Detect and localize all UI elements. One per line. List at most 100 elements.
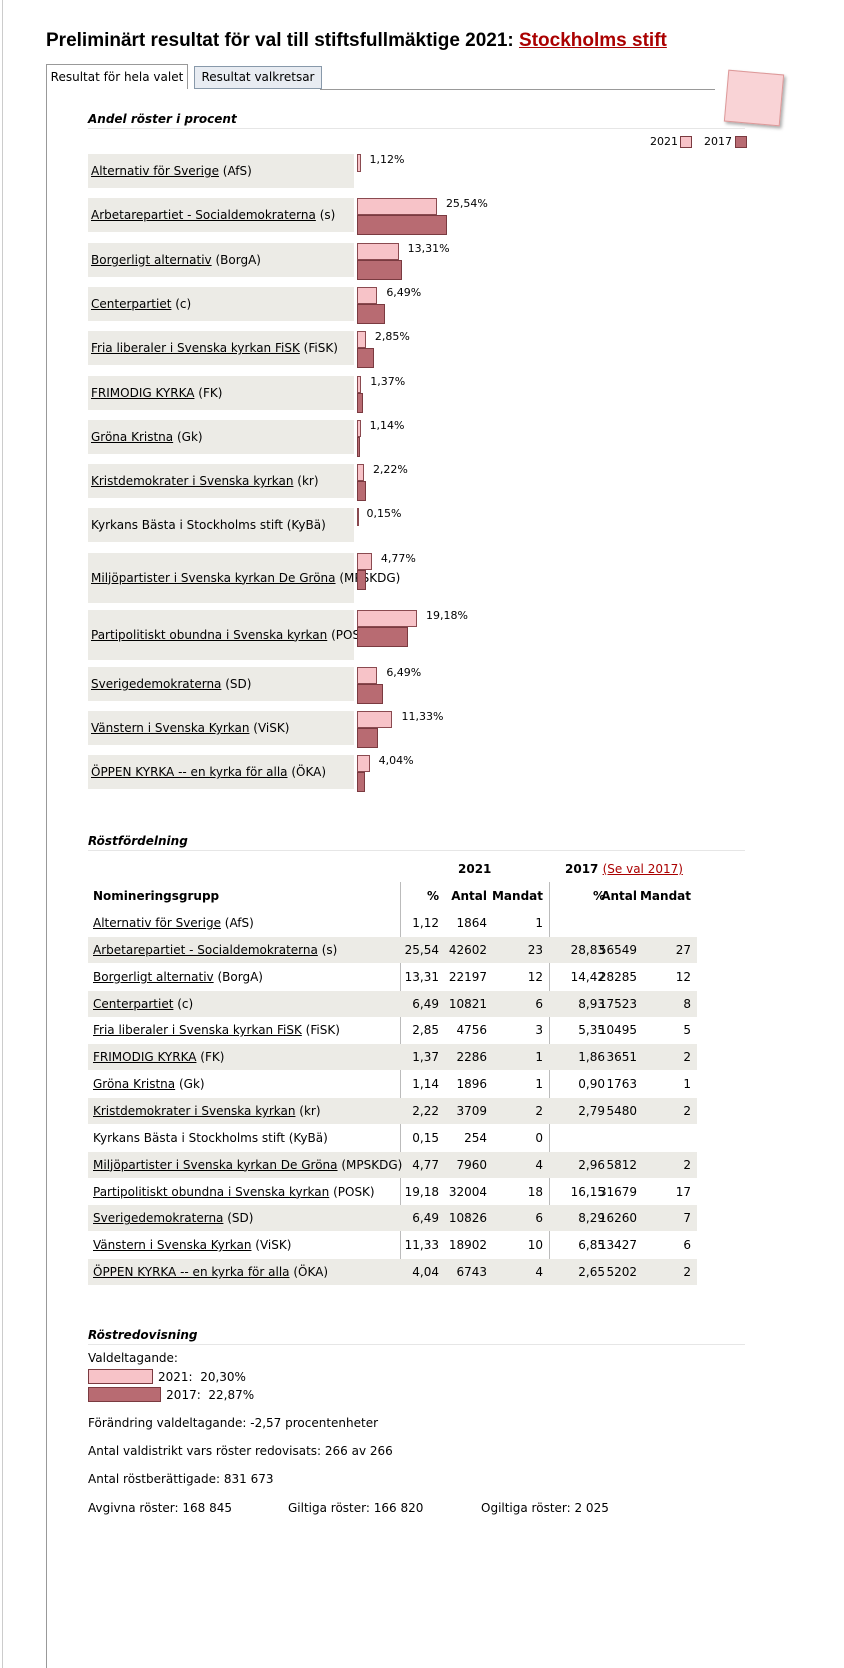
col-header: Antal bbox=[601, 889, 637, 903]
cell: 5202 bbox=[606, 1265, 637, 1280]
cell: 0,15 bbox=[412, 1130, 439, 1145]
party-abbr: (s) bbox=[319, 208, 336, 223]
bar-2021 bbox=[357, 666, 378, 684]
party-link[interactable]: Vänstern i Svenska Kyrkan bbox=[93, 1238, 252, 1253]
turnout-bar bbox=[88, 1387, 162, 1402]
vote-stat: Giltiga röster: 166 820 bbox=[288, 1501, 424, 1515]
party-abbr: (FK) bbox=[200, 1050, 225, 1065]
party-link[interactable]: Miljöpartister i Svenska kyrkan De Gröna bbox=[93, 1157, 338, 1172]
party-link[interactable]: Vänstern i Svenska Kyrkan bbox=[91, 721, 250, 735]
cell: 31679 bbox=[598, 1184, 637, 1199]
party-link[interactable]: Gröna Kristna bbox=[91, 429, 174, 444]
cell: 1 bbox=[535, 916, 543, 930]
party-abbr: (MPSKDG) bbox=[339, 570, 401, 585]
party-link[interactable]: Kristdemokrater i Svenska kyrkan bbox=[91, 474, 294, 489]
party-link[interactable]: ÖPPEN KYRKA -- en kyrka för alla bbox=[91, 765, 288, 780]
chart-label: Sverigedemokraterna (SD) bbox=[88, 666, 354, 701]
cell: 56549 bbox=[598, 942, 637, 957]
party-abbr: (SD) bbox=[227, 1211, 254, 1226]
cell: 4756 bbox=[456, 1023, 487, 1038]
party-link[interactable]: Alternativ för Sverige bbox=[93, 916, 221, 930]
bar-2021 bbox=[357, 331, 366, 349]
party-link[interactable]: Gröna Kristna bbox=[93, 1077, 176, 1092]
party-abbr: (ViSK) bbox=[253, 721, 290, 735]
party-link[interactable]: Fria liberaler i Svenska kyrkan FiSK bbox=[93, 1023, 302, 1038]
party-abbr: (AfS) bbox=[224, 916, 254, 930]
cell: 17523 bbox=[598, 996, 637, 1011]
legend-swatch bbox=[680, 136, 692, 148]
cell: 13,31 bbox=[404, 969, 439, 984]
party-link[interactable]: ÖPPEN KYRKA -- en kyrka för alla bbox=[93, 1265, 290, 1280]
cell: 16,15 bbox=[570, 1184, 605, 1199]
party-link[interactable]: Partipolitiskt obundna i Svenska kyrkan bbox=[93, 1184, 330, 1199]
label-text: Gröna Kristna (Gk) bbox=[91, 429, 203, 445]
bar-2021 bbox=[357, 508, 359, 527]
party-link[interactable]: Borgerligt alternativ bbox=[91, 252, 212, 267]
party-link[interactable]: Kristdemokrater i Svenska kyrkan bbox=[93, 1103, 296, 1118]
party-abbr: (kr) bbox=[297, 474, 319, 489]
value-label: 2,22% bbox=[372, 463, 408, 477]
col-header: % bbox=[426, 889, 439, 903]
cell: 8,29 bbox=[578, 1211, 605, 1226]
party-link[interactable]: Fria liberaler i Svenska kyrkan FiSK bbox=[91, 341, 300, 356]
cell: 7960 bbox=[456, 1157, 487, 1172]
party-link[interactable]: Centerpartiet bbox=[91, 296, 172, 311]
cell: 13427 bbox=[598, 1238, 637, 1253]
party-link[interactable]: Miljöpartister i Svenska kyrkan De Gröna bbox=[91, 570, 336, 585]
party-link[interactable]: Centerpartiet bbox=[93, 996, 174, 1011]
year-link[interactable]: (Se val 2017) bbox=[602, 862, 683, 876]
title-link[interactable]: Stockholms stift bbox=[519, 30, 667, 51]
chart-label: Gröna Kristna (Gk) bbox=[88, 419, 354, 454]
bar-2017 bbox=[357, 569, 367, 590]
party-link[interactable]: Borgerligt alternativ bbox=[93, 969, 214, 984]
cell: 10821 bbox=[448, 996, 487, 1011]
label-text: FRIMODIG KYRKA (FK) bbox=[91, 385, 222, 401]
cell: 254 bbox=[464, 1130, 487, 1145]
party-abbr: (ÖKA) bbox=[291, 765, 327, 780]
party-link[interactable]: Alternativ för Sverige bbox=[91, 164, 219, 178]
turnout-label: Valdeltagande: bbox=[88, 1351, 178, 1365]
label-text: Alternativ för Sverige (AfS) bbox=[91, 163, 252, 179]
chart-label: Partipolitiskt obundna i Svenska kyrkan … bbox=[88, 609, 373, 660]
party-link[interactable]: Sverigedemokraterna bbox=[91, 676, 222, 691]
value-label: 4,77% bbox=[380, 551, 416, 565]
col-header: % bbox=[592, 889, 605, 903]
cell: 2 bbox=[683, 1050, 691, 1065]
tab[interactable]: Resultat valkretsar bbox=[194, 66, 322, 89]
value-label: 6,49% bbox=[386, 665, 422, 679]
turnout-bar bbox=[88, 1369, 153, 1384]
party-link[interactable]: Arbetarepartiet - Socialdemokraterna bbox=[93, 942, 318, 957]
cell: 42602 bbox=[448, 942, 487, 957]
chart-label: Borgerligt alternativ (BorgA) bbox=[88, 242, 354, 277]
chart-label: Vänstern i Svenska Kyrkan (ViSK) bbox=[88, 711, 354, 745]
value-label: 25,54% bbox=[445, 197, 488, 211]
row-name: Kyrkans Bästa i Stockholms stift (KyBä) bbox=[93, 1131, 328, 1145]
party-abbr: (ÖKA) bbox=[293, 1265, 329, 1280]
party-link[interactable]: Sverigedemokraterna bbox=[93, 1211, 224, 1226]
cell: 5480 bbox=[606, 1103, 637, 1118]
party-abbr: (c) bbox=[177, 996, 194, 1011]
bar-2021 bbox=[357, 242, 399, 260]
bar-2021 bbox=[357, 609, 418, 627]
row-name: ÖPPEN KYRKA -- en kyrka för alla (ÖKA) bbox=[93, 1265, 328, 1279]
row-name: Vänstern i Svenska Kyrkan (ViSK) bbox=[93, 1238, 291, 1252]
cell: 2,79 bbox=[578, 1103, 605, 1118]
cell: 32004 bbox=[448, 1184, 487, 1199]
section-title: Röstfördelning bbox=[88, 834, 188, 848]
cell: 28,83 bbox=[570, 942, 605, 957]
cell: 2 bbox=[683, 1157, 691, 1172]
party-link[interactable]: Partipolitiskt obundna i Svenska kyrkan bbox=[91, 627, 328, 642]
cell: 25,54 bbox=[404, 942, 439, 957]
chart-label: Alternativ för Sverige (AfS) bbox=[88, 154, 354, 188]
party-link[interactable]: FRIMODIG KYRKA bbox=[91, 385, 195, 400]
cell: 1 bbox=[535, 1050, 543, 1065]
cell: 12 bbox=[675, 969, 691, 984]
label-text: Arbetarepartiet - Socialdemokraterna (s) bbox=[91, 207, 335, 223]
cell: 28285 bbox=[598, 969, 637, 984]
party-link[interactable]: FRIMODIG KYRKA bbox=[93, 1050, 197, 1065]
chart-label: Arbetarepartiet - Socialdemokraterna (s) bbox=[88, 198, 354, 233]
section-rule bbox=[88, 1344, 745, 1345]
year-header: 2017 (Se val 2017) bbox=[565, 862, 683, 876]
party-link[interactable]: Arbetarepartiet - Socialdemokraterna bbox=[91, 208, 316, 223]
tab-active[interactable]: Resultat för hela valet bbox=[46, 64, 188, 89]
